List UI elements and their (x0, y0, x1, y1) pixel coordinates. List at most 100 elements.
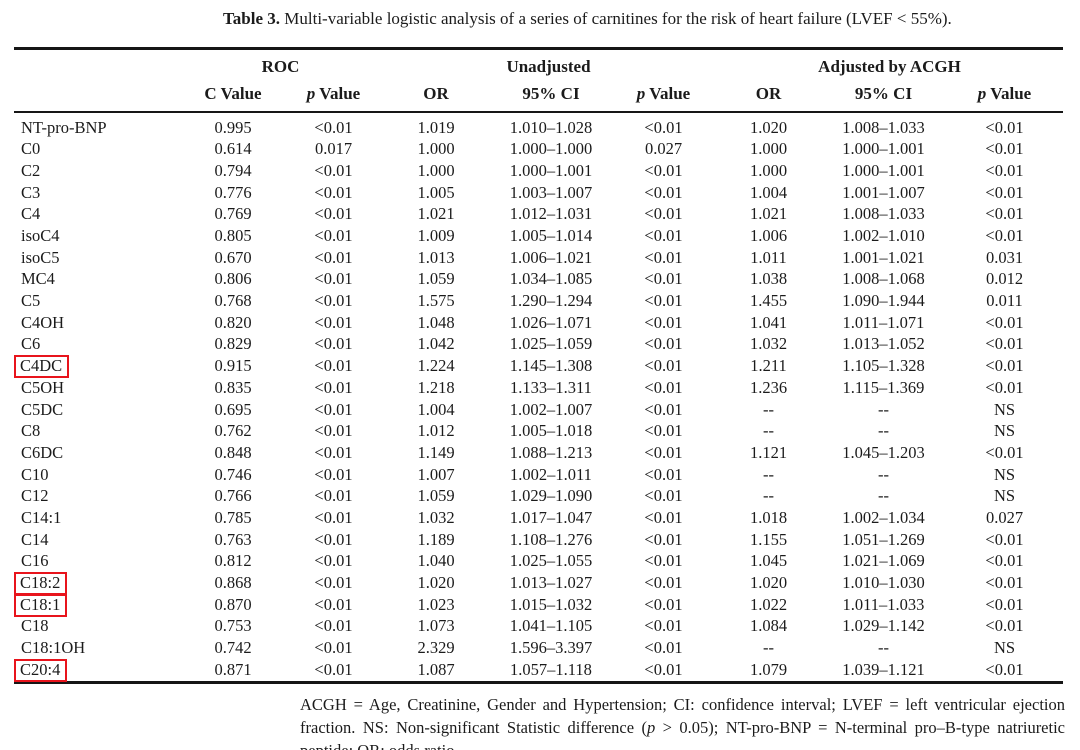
caption-number: Table 3. (223, 9, 281, 28)
cell-value: 1.005–1.014 (509, 226, 593, 246)
cell-value: 1.000–1.000 (509, 139, 593, 159)
cell-value: 1.025–1.059 (509, 334, 593, 354)
cell-value: 1.009 (417, 226, 455, 246)
cell-value: 1.000 (417, 139, 455, 159)
table-row: C10 0.746 <0.01 1.007 1.002–1.011 <0.01 … (14, 464, 1063, 486)
cell-value: 1.006–1.021 (509, 247, 593, 267)
cell-value: 1.057–1.118 (510, 659, 592, 679)
row-label-cell: C6DC (14, 442, 180, 464)
table-row: C8 0.762 <0.01 1.012 1.005–1.018 <0.01 -… (14, 421, 1063, 443)
row-label: C4 (21, 204, 41, 224)
table-row: C4OH 0.820 <0.01 1.048 1.026–1.071 <0.01… (14, 312, 1063, 334)
cell-value: 1.105–1.328 (842, 356, 925, 376)
cell-value: 0.027 (644, 139, 683, 159)
row-label-cell: C0 (14, 139, 180, 161)
cell-value: <0.01 (314, 356, 353, 376)
row-label-cell: C14 (14, 529, 180, 551)
cell-value: <0.01 (314, 638, 353, 658)
row-label: C0 (21, 139, 41, 159)
row-label: C5 (21, 291, 41, 311)
cell-value: 1.575 (417, 291, 455, 311)
cell-value: 1.029–1.142 (842, 616, 925, 636)
row-label: C18 (21, 616, 49, 636)
cell-value: -- (878, 486, 889, 506)
cell-value: 1.025–1.055 (509, 551, 593, 571)
cell-value: <0.01 (985, 312, 1024, 332)
group-header-unadjusted: Unadjusted (506, 56, 591, 76)
table-row: C0 0.614 0.017 1.000 1.000–1.000 0.027 1… (14, 139, 1063, 161)
cell-value: 1.000–1.001 (842, 160, 925, 180)
footnote-p-italic: p (646, 717, 656, 737)
row-label: C8 (21, 421, 41, 441)
cell-value: 1.017–1.047 (509, 507, 593, 527)
cell-value: 1.012 (417, 421, 455, 441)
cell-value: <0.01 (644, 573, 683, 593)
cell-value: 0.835 (214, 377, 252, 397)
cell-value: 1.020 (417, 573, 455, 593)
cell-value: -- (878, 399, 889, 419)
cell-value: 0.829 (214, 334, 252, 354)
cell-value: 1.021 (417, 204, 455, 224)
cell-value: 1.002–1.034 (842, 507, 925, 527)
table-caption: Table 3. Multi-variable logistic analysi… (0, 0, 1080, 29)
cell-value: NS (993, 399, 1016, 419)
cell-value: 0.753 (214, 616, 252, 636)
table-header: ROC Unadjusted Adjusted by ACGH C Value … (14, 49, 1063, 112)
cell-value: 1.026–1.071 (509, 312, 593, 332)
cell-value: 1.038 (749, 269, 788, 289)
cell-value: 1.596–3.397 (509, 638, 593, 658)
cell-value: 1.133–1.311 (510, 377, 592, 397)
row-label: isoC4 (21, 226, 60, 246)
cell-value: 1.005–1.018 (509, 421, 593, 441)
col-header-p-value-unadjusted: p Value (636, 83, 691, 103)
cell-value: NS (993, 638, 1016, 658)
row-label-cell: C18:1 (14, 593, 180, 617)
cell-value: 0.812 (214, 551, 252, 571)
cell-value: <0.01 (644, 507, 683, 527)
cell-value: 1.290–1.294 (509, 291, 593, 311)
cell-value: 1.000 (749, 139, 788, 159)
row-label: C4DC (14, 355, 70, 379)
cell-value: 0.762 (214, 421, 252, 441)
cell-value: 0.746 (214, 464, 252, 484)
cell-value: <0.01 (644, 312, 683, 332)
cell-value: 0.820 (214, 312, 252, 332)
cell-value: <0.01 (314, 334, 353, 354)
row-label: C6 (21, 334, 41, 354)
cell-value: <0.01 (644, 399, 683, 419)
cell-value: 1.039–1.121 (842, 659, 925, 679)
row-label: C20:4 (14, 658, 68, 682)
cell-value: 2.329 (417, 638, 455, 658)
table-row: C12 0.766 <0.01 1.059 1.029–1.090 <0.01 … (14, 486, 1063, 508)
cell-value: 1.073 (417, 616, 455, 636)
cell-value: 1.002–1.007 (509, 399, 593, 419)
row-label: C14:1 (21, 507, 62, 527)
cell-value: 1.013–1.027 (509, 573, 593, 593)
group-header-roc: ROC (261, 56, 300, 76)
cell-value: 1.040 (417, 551, 455, 571)
table-row: C14:1 0.785 <0.01 1.032 1.017–1.047 <0.0… (14, 507, 1063, 529)
cell-value: 1.224 (417, 356, 455, 376)
cell-value: 1.002–1.010 (842, 226, 925, 246)
cell-value: <0.01 (985, 117, 1024, 137)
cell-value: 1.011 (750, 247, 787, 267)
cell-value: <0.01 (985, 594, 1024, 614)
row-label-cell: isoC4 (14, 225, 180, 247)
row-label: C2 (21, 160, 41, 180)
cell-value: <0.01 (314, 507, 353, 527)
cell-value: 1.045 (749, 551, 788, 571)
cell-value: <0.01 (314, 486, 353, 506)
table-row: C5DC 0.695 <0.01 1.004 1.002–1.007 <0.01… (14, 399, 1063, 421)
cell-value: 0.794 (214, 160, 252, 180)
cell-value: 0.848 (214, 442, 252, 462)
cell-value: 1.000–1.001 (509, 160, 593, 180)
row-label-cell: C20:4 (14, 658, 180, 682)
cell-value: <0.01 (644, 117, 683, 137)
row-label-cell: MC4 (14, 269, 180, 291)
row-label: MC4 (21, 269, 55, 289)
cell-value: 1.034–1.085 (509, 269, 593, 289)
table-row: MC4 0.806 <0.01 1.059 1.034–1.085 <0.01 … (14, 269, 1063, 291)
cell-value: 1.012–1.031 (509, 204, 593, 224)
cell-value: <0.01 (644, 659, 683, 679)
